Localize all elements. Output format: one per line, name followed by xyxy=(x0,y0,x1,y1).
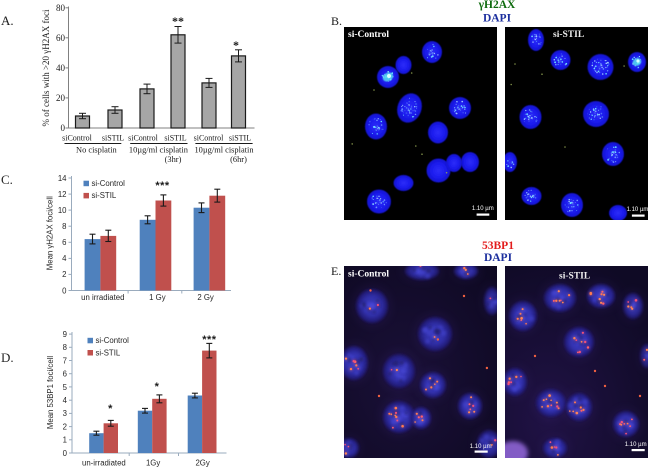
svg-text:si-Control: si-Control xyxy=(92,179,126,188)
svg-text:9: 9 xyxy=(63,330,67,339)
svg-text:*: * xyxy=(233,38,239,52)
svg-text:5: 5 xyxy=(63,383,68,392)
svg-text:4: 4 xyxy=(62,254,67,263)
svg-text:DAPI: DAPI xyxy=(484,252,513,264)
svg-text:2: 2 xyxy=(62,270,66,279)
svg-text:10: 10 xyxy=(58,206,67,215)
svg-text:8: 8 xyxy=(63,343,67,352)
svg-text:6: 6 xyxy=(62,238,66,247)
svg-text:A.: A. xyxy=(1,13,14,28)
svg-text:siSTIL: siSTIL xyxy=(102,134,124,143)
svg-text:53BP1: 53BP1 xyxy=(482,240,514,252)
svg-text:E.: E. xyxy=(331,264,341,278)
svg-text:1.10 µm: 1.10 µm xyxy=(625,442,647,448)
svg-text:(6hr): (6hr) xyxy=(230,155,247,164)
svg-text:4: 4 xyxy=(63,396,68,405)
svg-text:***: *** xyxy=(202,334,217,346)
svg-text:14: 14 xyxy=(58,174,67,183)
svg-text:siControl: siControl xyxy=(194,134,225,143)
svg-text:0: 0 xyxy=(61,123,66,133)
svg-text:*: * xyxy=(155,381,160,393)
svg-text:12: 12 xyxy=(58,190,67,199)
svg-text:8: 8 xyxy=(62,222,66,231)
svg-text:siControl: siControl xyxy=(128,134,159,143)
svg-text:% of cells with >20 γH2AX foci: % of cells with >20 γH2AX foci xyxy=(41,9,51,127)
svg-text:20: 20 xyxy=(56,93,66,103)
svg-text:C.: C. xyxy=(1,172,13,187)
svg-text:1.10 µm: 1.10 µm xyxy=(472,206,494,212)
svg-text:D.: D. xyxy=(1,350,14,365)
svg-text:10µg/ml cisplatin: 10µg/ml cisplatin xyxy=(194,146,254,155)
svg-text:No cisplatin: No cisplatin xyxy=(76,146,118,155)
svg-text:si-STIL: si-STIL xyxy=(96,348,121,357)
svg-text:60: 60 xyxy=(56,33,66,43)
svg-text:un-irradiated: un-irradiated xyxy=(82,459,126,468)
svg-text:(3hr): (3hr) xyxy=(165,155,182,164)
svg-text:1 Gy: 1 Gy xyxy=(149,293,166,302)
svg-text:7: 7 xyxy=(63,356,67,365)
svg-text:3: 3 xyxy=(63,409,67,418)
svg-text:si-STIL: si-STIL xyxy=(92,191,117,200)
svg-text:si-STIL: si-STIL xyxy=(553,30,584,40)
svg-text:un irradiated: un irradiated xyxy=(81,293,124,302)
svg-text:2 Gy: 2 Gy xyxy=(197,293,214,302)
svg-text:1.10 µm: 1.10 µm xyxy=(470,444,492,450)
svg-text:B.: B. xyxy=(331,14,342,28)
svg-text:6: 6 xyxy=(63,370,67,379)
svg-text:1.10 µm: 1.10 µm xyxy=(627,207,649,213)
svg-text:2Gy: 2Gy xyxy=(195,459,209,468)
svg-text:si-Control: si-Control xyxy=(348,270,389,280)
svg-text:2: 2 xyxy=(63,422,67,431)
svg-text:***: *** xyxy=(155,180,170,192)
svg-text:Mean γH2AX foci/cell: Mean γH2AX foci/cell xyxy=(46,196,55,270)
svg-text:80: 80 xyxy=(56,3,66,13)
svg-text:siSTIL: siSTIL xyxy=(164,134,186,143)
svg-text:siControl: siControl xyxy=(62,134,93,143)
svg-text:siSTIL: siSTIL xyxy=(229,134,251,143)
svg-text:0: 0 xyxy=(62,286,67,295)
svg-text:si-Control: si-Control xyxy=(96,336,130,345)
svg-text:**: ** xyxy=(172,14,184,28)
svg-text:40: 40 xyxy=(56,63,66,73)
svg-text:10µg/ml cisplatin: 10µg/ml cisplatin xyxy=(129,146,189,155)
svg-text:γH2AX: γH2AX xyxy=(478,0,516,11)
svg-text:1Gy: 1Gy xyxy=(146,459,160,468)
svg-text:si-STIL: si-STIL xyxy=(559,272,590,282)
svg-text:si-Control: si-Control xyxy=(348,30,389,40)
svg-text:0: 0 xyxy=(63,449,68,458)
svg-text:DAPI: DAPI xyxy=(483,13,512,25)
svg-text:Mean 53BP1 foci/cell: Mean 53BP1 foci/cell xyxy=(46,356,55,430)
svg-text:1: 1 xyxy=(63,436,67,445)
svg-text:*: * xyxy=(108,403,113,415)
